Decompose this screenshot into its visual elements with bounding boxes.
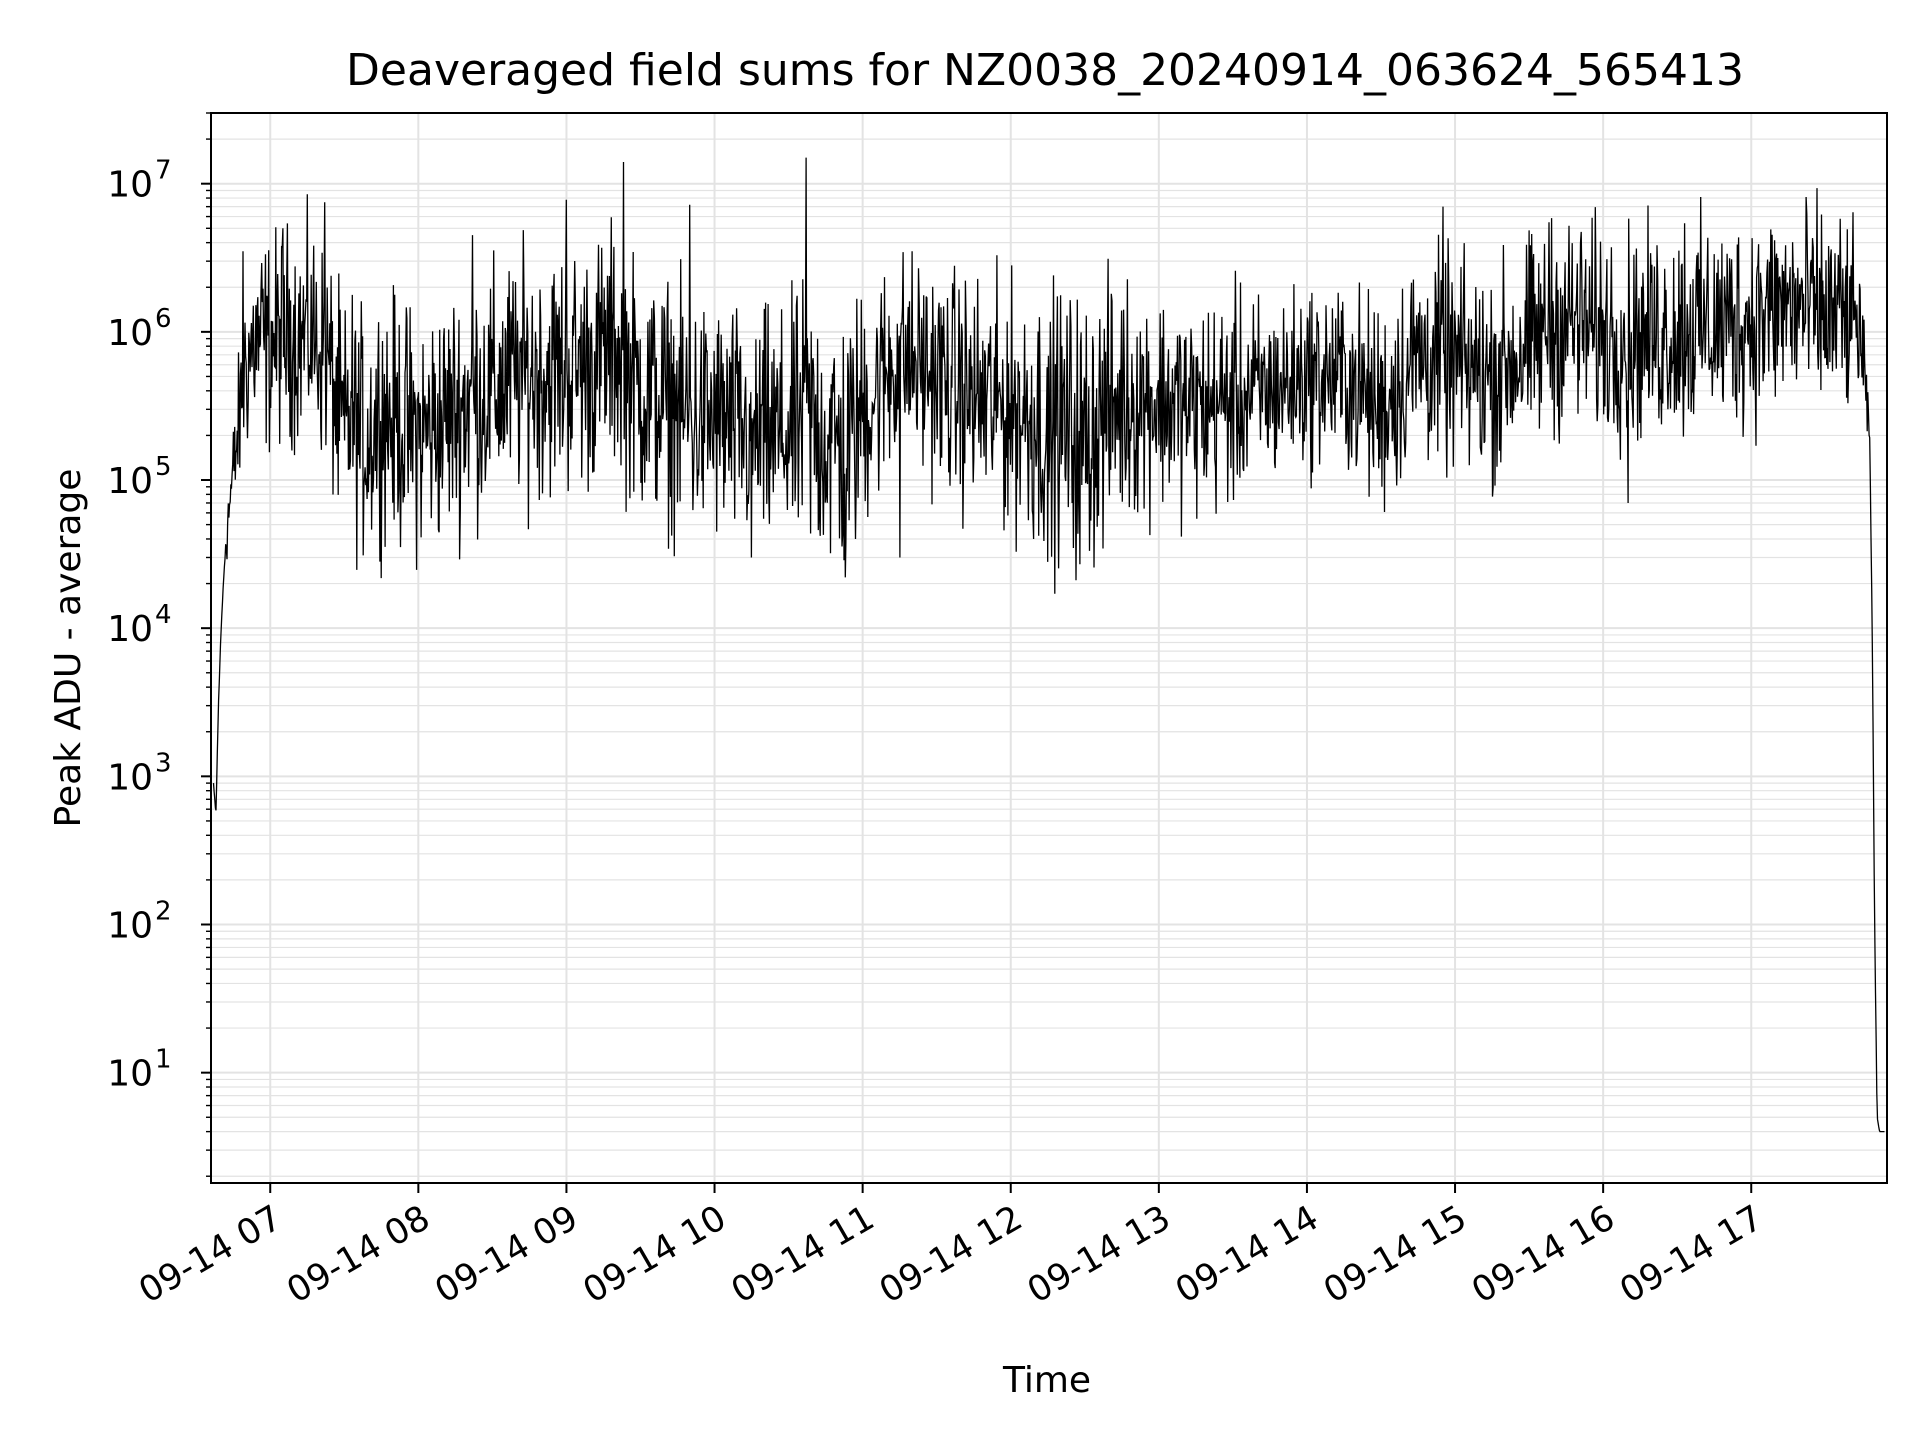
y-tick-label-exponent: 2	[155, 896, 172, 926]
y-tick-label-exponent: 5	[155, 452, 172, 482]
x-axis-label: Time	[1002, 1360, 1091, 1401]
y-tick-label: 10	[107, 1054, 153, 1095]
series-line	[212, 157, 1885, 1133]
y-tick-label: 10	[107, 313, 153, 354]
y-tick-label-exponent: 3	[155, 748, 172, 778]
y-axis-label: Peak ADU - average	[48, 469, 89, 828]
plot-frame	[210, 112, 1888, 1184]
y-tick-label: 10	[107, 165, 153, 206]
y-tick-label: 10	[107, 905, 153, 946]
y-tick-label: 10	[107, 609, 153, 650]
y-tick-label-exponent: 7	[155, 156, 172, 186]
y-tick-label-exponent: 4	[155, 600, 172, 630]
y-tick-label: 10	[107, 461, 153, 502]
chart-title: Deaveraged field sums for NZ0038_2024091…	[346, 45, 1744, 96]
y-tick-label: 10	[107, 757, 153, 798]
series-line-path	[212, 157, 1885, 1133]
y-tick-label-exponent: 6	[155, 304, 172, 334]
y-tick-label-exponent: 1	[155, 1045, 172, 1075]
